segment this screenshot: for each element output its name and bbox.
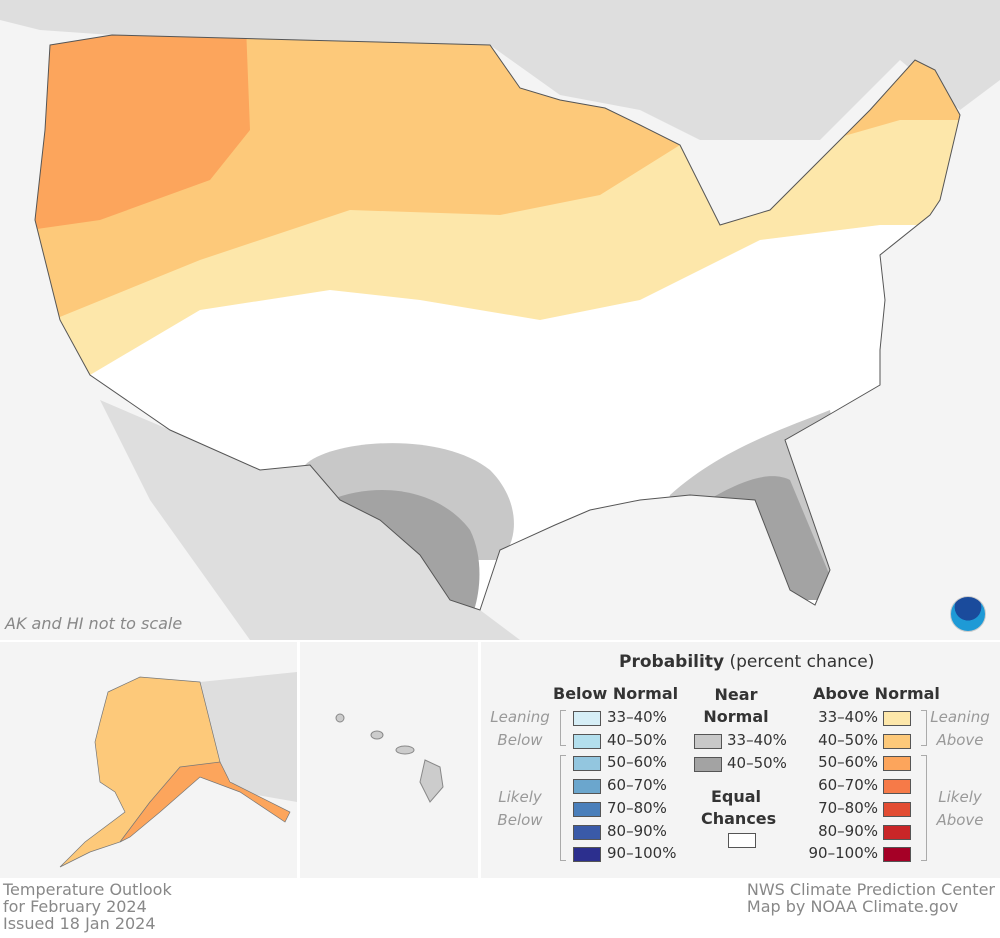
below-label: 90–100% <box>607 844 677 863</box>
above-swatch <box>883 801 911 817</box>
below-label: 80–90% <box>607 821 667 840</box>
above-label: 60–70% <box>818 776 878 795</box>
canada-land <box>200 672 297 802</box>
bracket <box>921 755 927 861</box>
likely-above-50-region <box>35 35 250 230</box>
canada-land <box>0 0 1000 140</box>
alaska-likely-above <box>119 761 291 843</box>
legend-title-bold: Probability <box>619 652 725 672</box>
near-label: 33–40% <box>727 731 787 749</box>
us-outline <box>34 34 961 611</box>
likely-below-label: Likely Below <box>497 788 543 829</box>
equal-swatch <box>728 833 756 848</box>
above-swatch <box>883 847 911 863</box>
below-label: 40–50% <box>607 730 667 749</box>
above-label: 90–100% <box>808 844 878 863</box>
conus-map-svg <box>0 0 1000 640</box>
big-island <box>419 759 444 803</box>
kauai <box>335 713 345 723</box>
near-label: 40–50% <box>727 753 787 772</box>
below-label: 70–80% <box>607 798 667 817</box>
bracket <box>560 755 566 861</box>
hawaii-inset <box>300 642 478 878</box>
likely-above-label: Likely Above <box>936 788 984 829</box>
below-label: 60–70% <box>607 776 667 795</box>
conus-map: AK and HI not to scale <box>0 0 1000 640</box>
outlook-period: for February 2024 <box>3 897 147 916</box>
below-swatch <box>573 779 601 795</box>
noaa-logo <box>950 596 986 632</box>
near-swatch <box>694 756 722 772</box>
above-swatch <box>883 711 911 726</box>
above-label: 33–40% <box>818 708 878 726</box>
above-label: 80–90% <box>818 821 878 840</box>
issued-date: Issued 18 Jan 2024 <box>3 914 156 933</box>
below-label: 50–60% <box>607 753 667 772</box>
near-swatch <box>694 734 722 749</box>
bracket <box>560 710 566 746</box>
maui <box>395 745 415 755</box>
above-swatch <box>883 824 911 840</box>
alaska-lean-above <box>59 676 221 868</box>
alaska-inset <box>0 642 297 878</box>
above-swatch <box>883 733 911 749</box>
footer-left: Temperature Outlook for February 2024 Is… <box>3 881 172 932</box>
leaning-below-label: Leaning Below <box>490 708 550 749</box>
below-swatch <box>573 824 601 840</box>
mexico-land <box>100 400 520 640</box>
scale-note: AK and HI not to scale <box>5 614 183 633</box>
oahu <box>370 730 384 740</box>
below-swatch <box>573 711 601 726</box>
below-swatch <box>573 756 601 772</box>
below-swatch <box>573 801 601 817</box>
above-label: 50–60% <box>818 753 878 772</box>
below-swatch <box>573 733 601 749</box>
legend-title-rest: (percent chance) <box>729 652 875 672</box>
footer-right: NWS Climate Prediction Center Map by NOA… <box>747 881 995 915</box>
legend-title: Probability (percent chance) <box>619 652 874 672</box>
near-heading: Near Normal <box>703 685 769 726</box>
outlook-title: Temperature Outlook <box>3 880 172 899</box>
credit-cpc: NWS Climate Prediction Center <box>746 880 995 899</box>
below-label: 33–40% <box>607 708 667 726</box>
above-swatch <box>883 756 911 772</box>
bracket <box>921 710 927 746</box>
above-heading: Above Normal <box>813 684 940 703</box>
legend: Probability (percent chance) Below Norma… <box>481 642 1000 878</box>
below-heading: Below Normal <box>553 684 679 703</box>
equal-heading: Equal Chances <box>701 787 777 828</box>
below-swatch <box>573 847 601 863</box>
credit-map: Map by NOAA Climate.gov <box>746 897 959 916</box>
above-swatch <box>883 779 911 795</box>
above-label: 70–80% <box>818 798 878 817</box>
above-label: 40–50% <box>818 730 878 749</box>
leaning-above-label: Leaning Above <box>930 708 990 749</box>
